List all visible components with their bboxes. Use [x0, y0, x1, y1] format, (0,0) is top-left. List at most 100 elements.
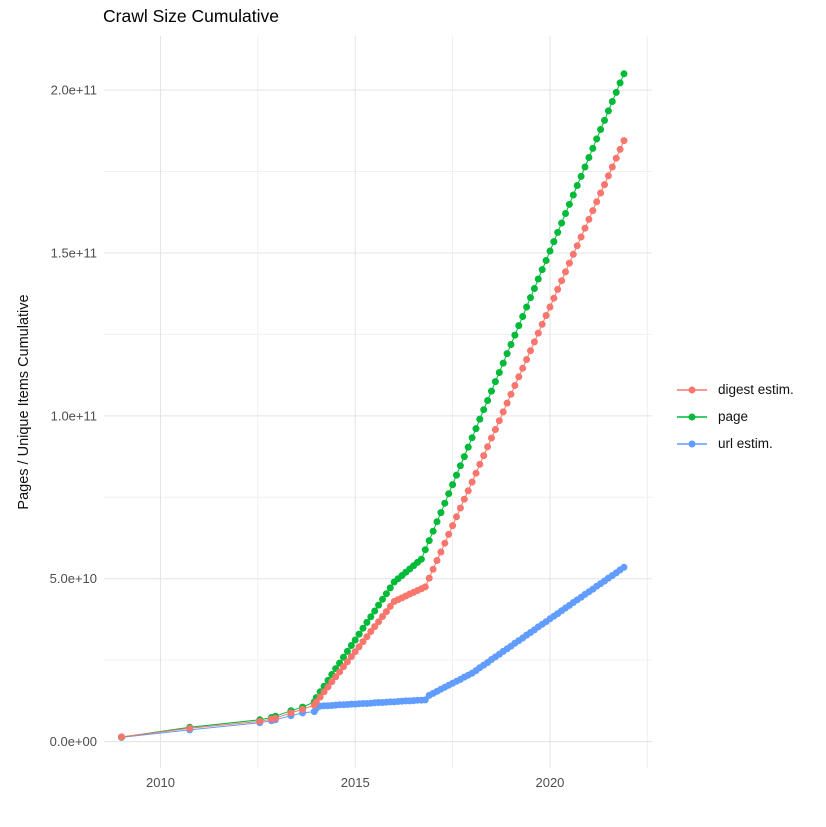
- series-line: [121, 73, 625, 738]
- y-tick-label: 1.0e+11: [51, 408, 97, 423]
- legend-item: digest estim.: [676, 382, 794, 397]
- data-point: [343, 658, 351, 666]
- data-point: [347, 642, 355, 649]
- data-point: [499, 359, 507, 367]
- data-point: [421, 583, 429, 591]
- data-point: [456, 504, 464, 512]
- data-point: [581, 224, 589, 232]
- data-point: [597, 189, 605, 197]
- data-point: [530, 285, 538, 292]
- data-point: [527, 294, 534, 302]
- data-point: [382, 590, 390, 598]
- data-point: [386, 602, 394, 610]
- data-point: [488, 434, 495, 442]
- data-point: [359, 638, 367, 646]
- data-point: [550, 294, 558, 302]
- legend-key-dot: [688, 440, 696, 447]
- data-point: [604, 172, 612, 180]
- data-point: [351, 648, 359, 656]
- data-point: [328, 678, 336, 686]
- data-point: [429, 527, 437, 535]
- data-point: [460, 495, 468, 503]
- data-point: [343, 647, 351, 655]
- data-point: [515, 322, 523, 330]
- y-tick-label: 0.0e+00: [50, 734, 97, 749]
- data-point: [386, 584, 394, 592]
- data-point: [421, 546, 429, 554]
- data-point: [287, 709, 295, 717]
- data-point: [363, 633, 371, 641]
- data-point: [484, 443, 492, 451]
- data-point: [429, 565, 437, 573]
- data-point: [620, 137, 628, 145]
- data-point: [449, 522, 457, 530]
- data-point: [534, 329, 542, 337]
- legend-key-dot: [688, 413, 696, 420]
- data-point: [589, 207, 597, 215]
- data-point: [417, 555, 425, 563]
- data-point: [491, 378, 499, 386]
- data-point: [437, 509, 445, 517]
- data-point: [565, 259, 573, 267]
- data-point: [538, 266, 546, 274]
- legend-item-label: digest estim.: [718, 382, 794, 397]
- data-point: [271, 714, 279, 722]
- data-point: [554, 228, 562, 236]
- data-point: [577, 172, 585, 180]
- data-point: [118, 733, 125, 741]
- series-line: [121, 566, 625, 738]
- x-tick-label: 2010: [146, 775, 175, 790]
- data-point: [464, 487, 472, 495]
- data-point: [324, 683, 332, 691]
- data-point: [523, 303, 531, 311]
- data-point: [585, 215, 593, 223]
- data-point: [616, 145, 624, 153]
- data-point: [449, 481, 457, 489]
- legend-key-icon: [677, 413, 707, 420]
- y-tick-label: 1.5e+11: [51, 245, 97, 260]
- data-point: [363, 618, 371, 626]
- data-point: [515, 373, 523, 381]
- legend-item: page: [676, 409, 794, 424]
- data-point: [511, 382, 519, 389]
- data-point: [562, 268, 569, 276]
- data-point: [371, 607, 379, 615]
- data-point: [480, 452, 488, 460]
- y-axis-title: Pages / Unique Items Cumulative: [16, 294, 32, 510]
- data-point: [441, 539, 449, 547]
- data-point: [491, 426, 499, 433]
- data-point: [355, 630, 363, 638]
- data-point: [488, 387, 495, 395]
- y-tick-label: 5.0e+10: [50, 571, 97, 586]
- data-point: [538, 320, 546, 328]
- data-point: [546, 303, 554, 311]
- data-point: [569, 191, 577, 199]
- data-point: [546, 247, 554, 255]
- data-point: [445, 530, 453, 538]
- data-point: [530, 338, 538, 346]
- data-point: [320, 688, 328, 696]
- data-point: [464, 443, 472, 451]
- data-point: [437, 548, 445, 556]
- data-point: [299, 705, 307, 713]
- data-point: [312, 698, 320, 706]
- data-point: [340, 653, 347, 661]
- data-point: [593, 198, 601, 206]
- legend-key-dot: [688, 386, 696, 393]
- data-point: [601, 116, 608, 124]
- data-point: [480, 406, 488, 414]
- data-point: [612, 88, 620, 96]
- data-point: [503, 399, 511, 407]
- data-point: [569, 250, 577, 258]
- legend-key-icon: [677, 386, 707, 393]
- data-point: [562, 210, 569, 217]
- data-point: [472, 425, 480, 433]
- data-point: [332, 673, 340, 681]
- data-point: [460, 453, 468, 461]
- data-point: [585, 154, 593, 161]
- data-point: [608, 98, 616, 105]
- data-point: [256, 717, 264, 725]
- y-tick-label: 2.0e+11: [51, 83, 97, 98]
